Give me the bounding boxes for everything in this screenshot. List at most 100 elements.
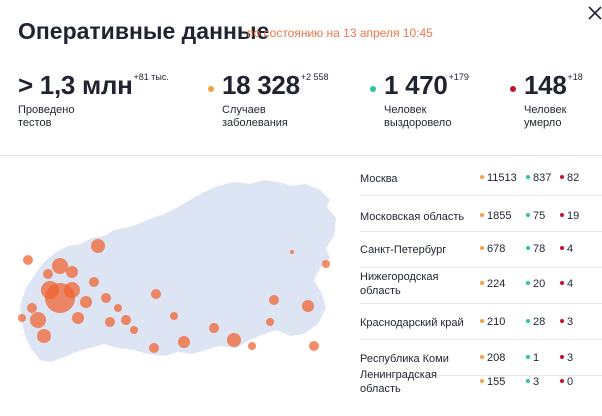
bubble	[269, 295, 279, 305]
recovered-dot-icon	[370, 86, 376, 92]
recovered-cell: 20	[526, 278, 545, 290]
bubble	[27, 303, 37, 313]
stat-label: Человек выздоровело	[384, 104, 469, 130]
recovered-cell: 28	[526, 316, 545, 328]
table-row[interactable]: Московская область 1855 75 19	[360, 196, 602, 232]
cases-dot-icon	[480, 281, 484, 285]
deaths-dot-icon	[510, 86, 516, 92]
recovered-value: 75	[533, 210, 546, 222]
bubble	[309, 341, 319, 351]
case-bubbles	[18, 239, 330, 353]
bubble	[178, 336, 190, 348]
table-row[interactable]: Нижегородская область 224 20 4	[360, 268, 602, 304]
cases-value: 210	[487, 316, 506, 328]
recovered-value: 1	[533, 352, 540, 364]
recovered-dot-icon	[526, 246, 530, 250]
deaths-value: 4	[567, 243, 574, 255]
cases-cell: 210	[480, 316, 505, 328]
stat-cases: 18 328+2 558 Случаев заболевания	[208, 70, 329, 150]
deaths-cell: 4	[560, 243, 573, 255]
deaths-dot-icon	[560, 379, 564, 383]
table-row[interactable]: Санкт-Петербург 678 78 4	[360, 232, 602, 268]
deaths-dot-icon	[560, 355, 564, 359]
cases-value: 155	[487, 376, 506, 388]
cases-cell: 11513	[480, 172, 517, 184]
recovered-value: 3	[533, 376, 540, 388]
bubble	[18, 314, 26, 322]
close-button[interactable]	[586, 4, 602, 22]
stat-label-line: выздоровело	[384, 117, 452, 129]
cases-dot-icon	[480, 319, 484, 323]
region-name: Санкт-Петербург	[360, 244, 447, 256]
bubble	[130, 326, 138, 334]
cases-dot-icon	[480, 379, 484, 383]
deaths-dot-icon	[560, 213, 564, 217]
deaths-value: 3	[567, 316, 574, 328]
stat-label-line: Проведено	[18, 104, 75, 116]
stat-value: 18 328	[222, 70, 300, 100]
recovered-value: 28	[533, 316, 546, 328]
cases-dot-icon	[480, 175, 484, 179]
stat-label-line: умерло	[524, 117, 562, 129]
cases-cell: 1855	[480, 210, 511, 222]
bubble	[149, 343, 159, 353]
deaths-cell: 19	[560, 210, 579, 222]
recovered-cell: 1	[526, 352, 539, 364]
bubble	[151, 289, 161, 299]
bubble	[37, 329, 51, 343]
stat-delta: +2 558	[300, 72, 329, 82]
divider	[0, 155, 602, 156]
deaths-dot-icon	[560, 281, 564, 285]
stat-label: Проведено тестов	[18, 104, 169, 130]
cases-value: 678	[487, 243, 506, 255]
recovered-cell: 75	[526, 210, 545, 222]
regions-table[interactable]: Москва 11513 837 82 Московская область 1…	[360, 170, 602, 416]
recovered-dot-icon	[526, 355, 530, 359]
deaths-dot-icon	[560, 175, 564, 179]
table-row[interactable]: Краснодарский край 210 28 3	[360, 304, 602, 340]
bubble	[66, 266, 78, 278]
map-land	[20, 180, 330, 362]
bubble	[105, 317, 115, 327]
recovered-dot-icon	[526, 175, 530, 179]
map-svg[interactable]	[14, 178, 340, 368]
bubble	[209, 323, 219, 333]
cases-cell: 155	[480, 376, 505, 388]
stat-label: Человек умерло	[524, 104, 583, 130]
cases-value: 208	[487, 352, 506, 364]
table-row[interactable]: Ленинградская область 155 3 0	[360, 369, 602, 416]
bubble	[101, 293, 111, 303]
bubble	[322, 260, 330, 268]
stat-recovered: 1 470+179 Человек выздоровело	[370, 70, 469, 150]
bubble	[248, 342, 256, 350]
recovered-dot-icon	[526, 281, 530, 285]
deaths-value: 19	[567, 210, 580, 222]
cases-value: 11513	[487, 172, 517, 184]
bubble	[302, 300, 314, 312]
bubble	[114, 304, 122, 312]
page-title: Оперативные данные	[18, 18, 270, 44]
deaths-value: 3	[567, 352, 574, 364]
cases-cell: 678	[480, 243, 505, 255]
deaths-cell: 4	[560, 278, 573, 290]
bubble	[23, 255, 33, 265]
stat-label-line: тестов	[18, 117, 52, 129]
bubble	[43, 269, 53, 279]
deaths-value: 82	[567, 172, 580, 184]
cases-dot-icon	[480, 246, 484, 250]
recovered-value: 20	[533, 278, 546, 290]
recovered-value: 78	[533, 243, 546, 255]
region-name: Республика Коми	[360, 353, 449, 365]
bubble	[121, 315, 131, 325]
russia-map[interactable]	[14, 178, 340, 368]
stat-deaths: 148+18 Человек умерло	[510, 70, 583, 150]
deaths-dot-icon	[560, 246, 564, 250]
region-name: Краснодарский край	[360, 317, 464, 329]
cases-dot-icon	[480, 355, 484, 359]
deaths-cell: 3	[560, 352, 573, 364]
table-row[interactable]: Республика Коми 208 1 3	[360, 340, 602, 376]
deaths-dot-icon	[560, 319, 564, 323]
table-row[interactable]: Москва 11513 837 82	[360, 170, 602, 196]
cases-dot-icon	[480, 213, 484, 217]
close-icon[interactable]	[586, 4, 602, 22]
